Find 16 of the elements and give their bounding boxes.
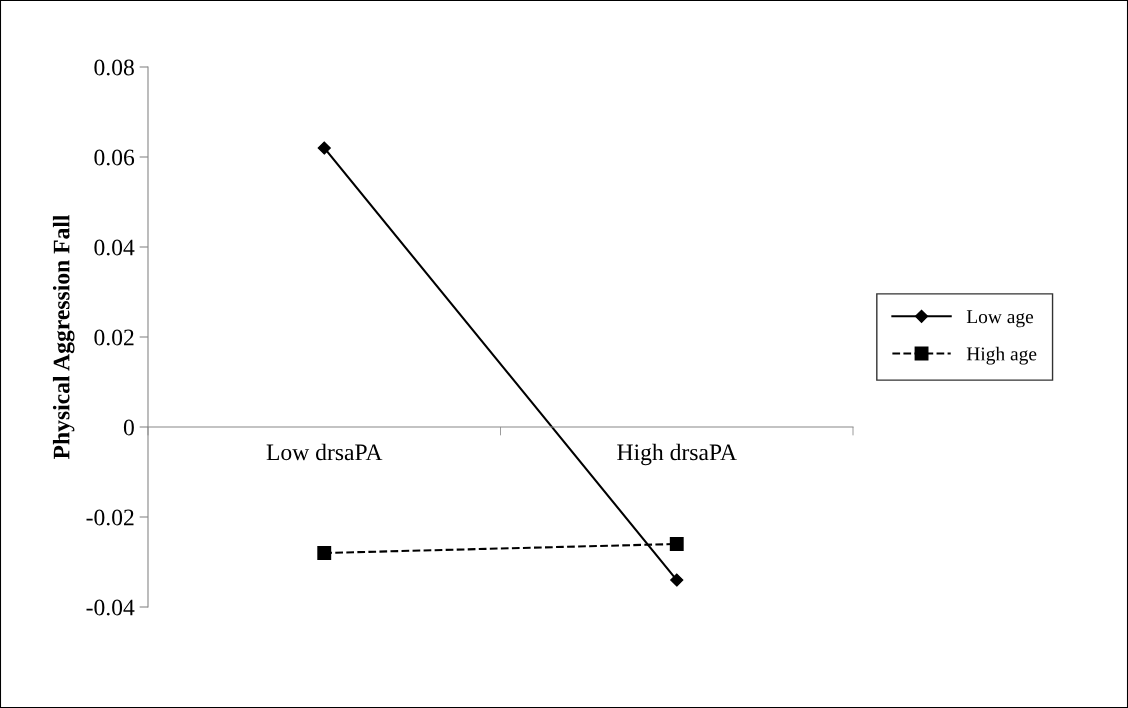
y-tick-label: 0.06 [94, 149, 135, 166]
y-tick-label: 0.02 [94, 329, 134, 346]
y-tick-label: 0.04 [94, 239, 135, 256]
x-tick-label: High drsaPA [617, 443, 737, 466]
y-tick-label: 0.08 [94, 59, 134, 76]
y-tick-label: -0.04 [86, 599, 135, 616]
point [317, 141, 331, 155]
legend-label: Low age [966, 310, 1034, 328]
y-tick-label: -0.02 [86, 509, 134, 526]
point [317, 546, 332, 560]
point [669, 537, 684, 551]
y-axis-title: Physical Aggression Fall [52, 214, 75, 460]
point [670, 573, 684, 587]
x-tick-label: Low drsaPA [266, 443, 383, 461]
legend-label: High age [966, 346, 1037, 365]
y-tick-label: 0 [123, 419, 134, 436]
